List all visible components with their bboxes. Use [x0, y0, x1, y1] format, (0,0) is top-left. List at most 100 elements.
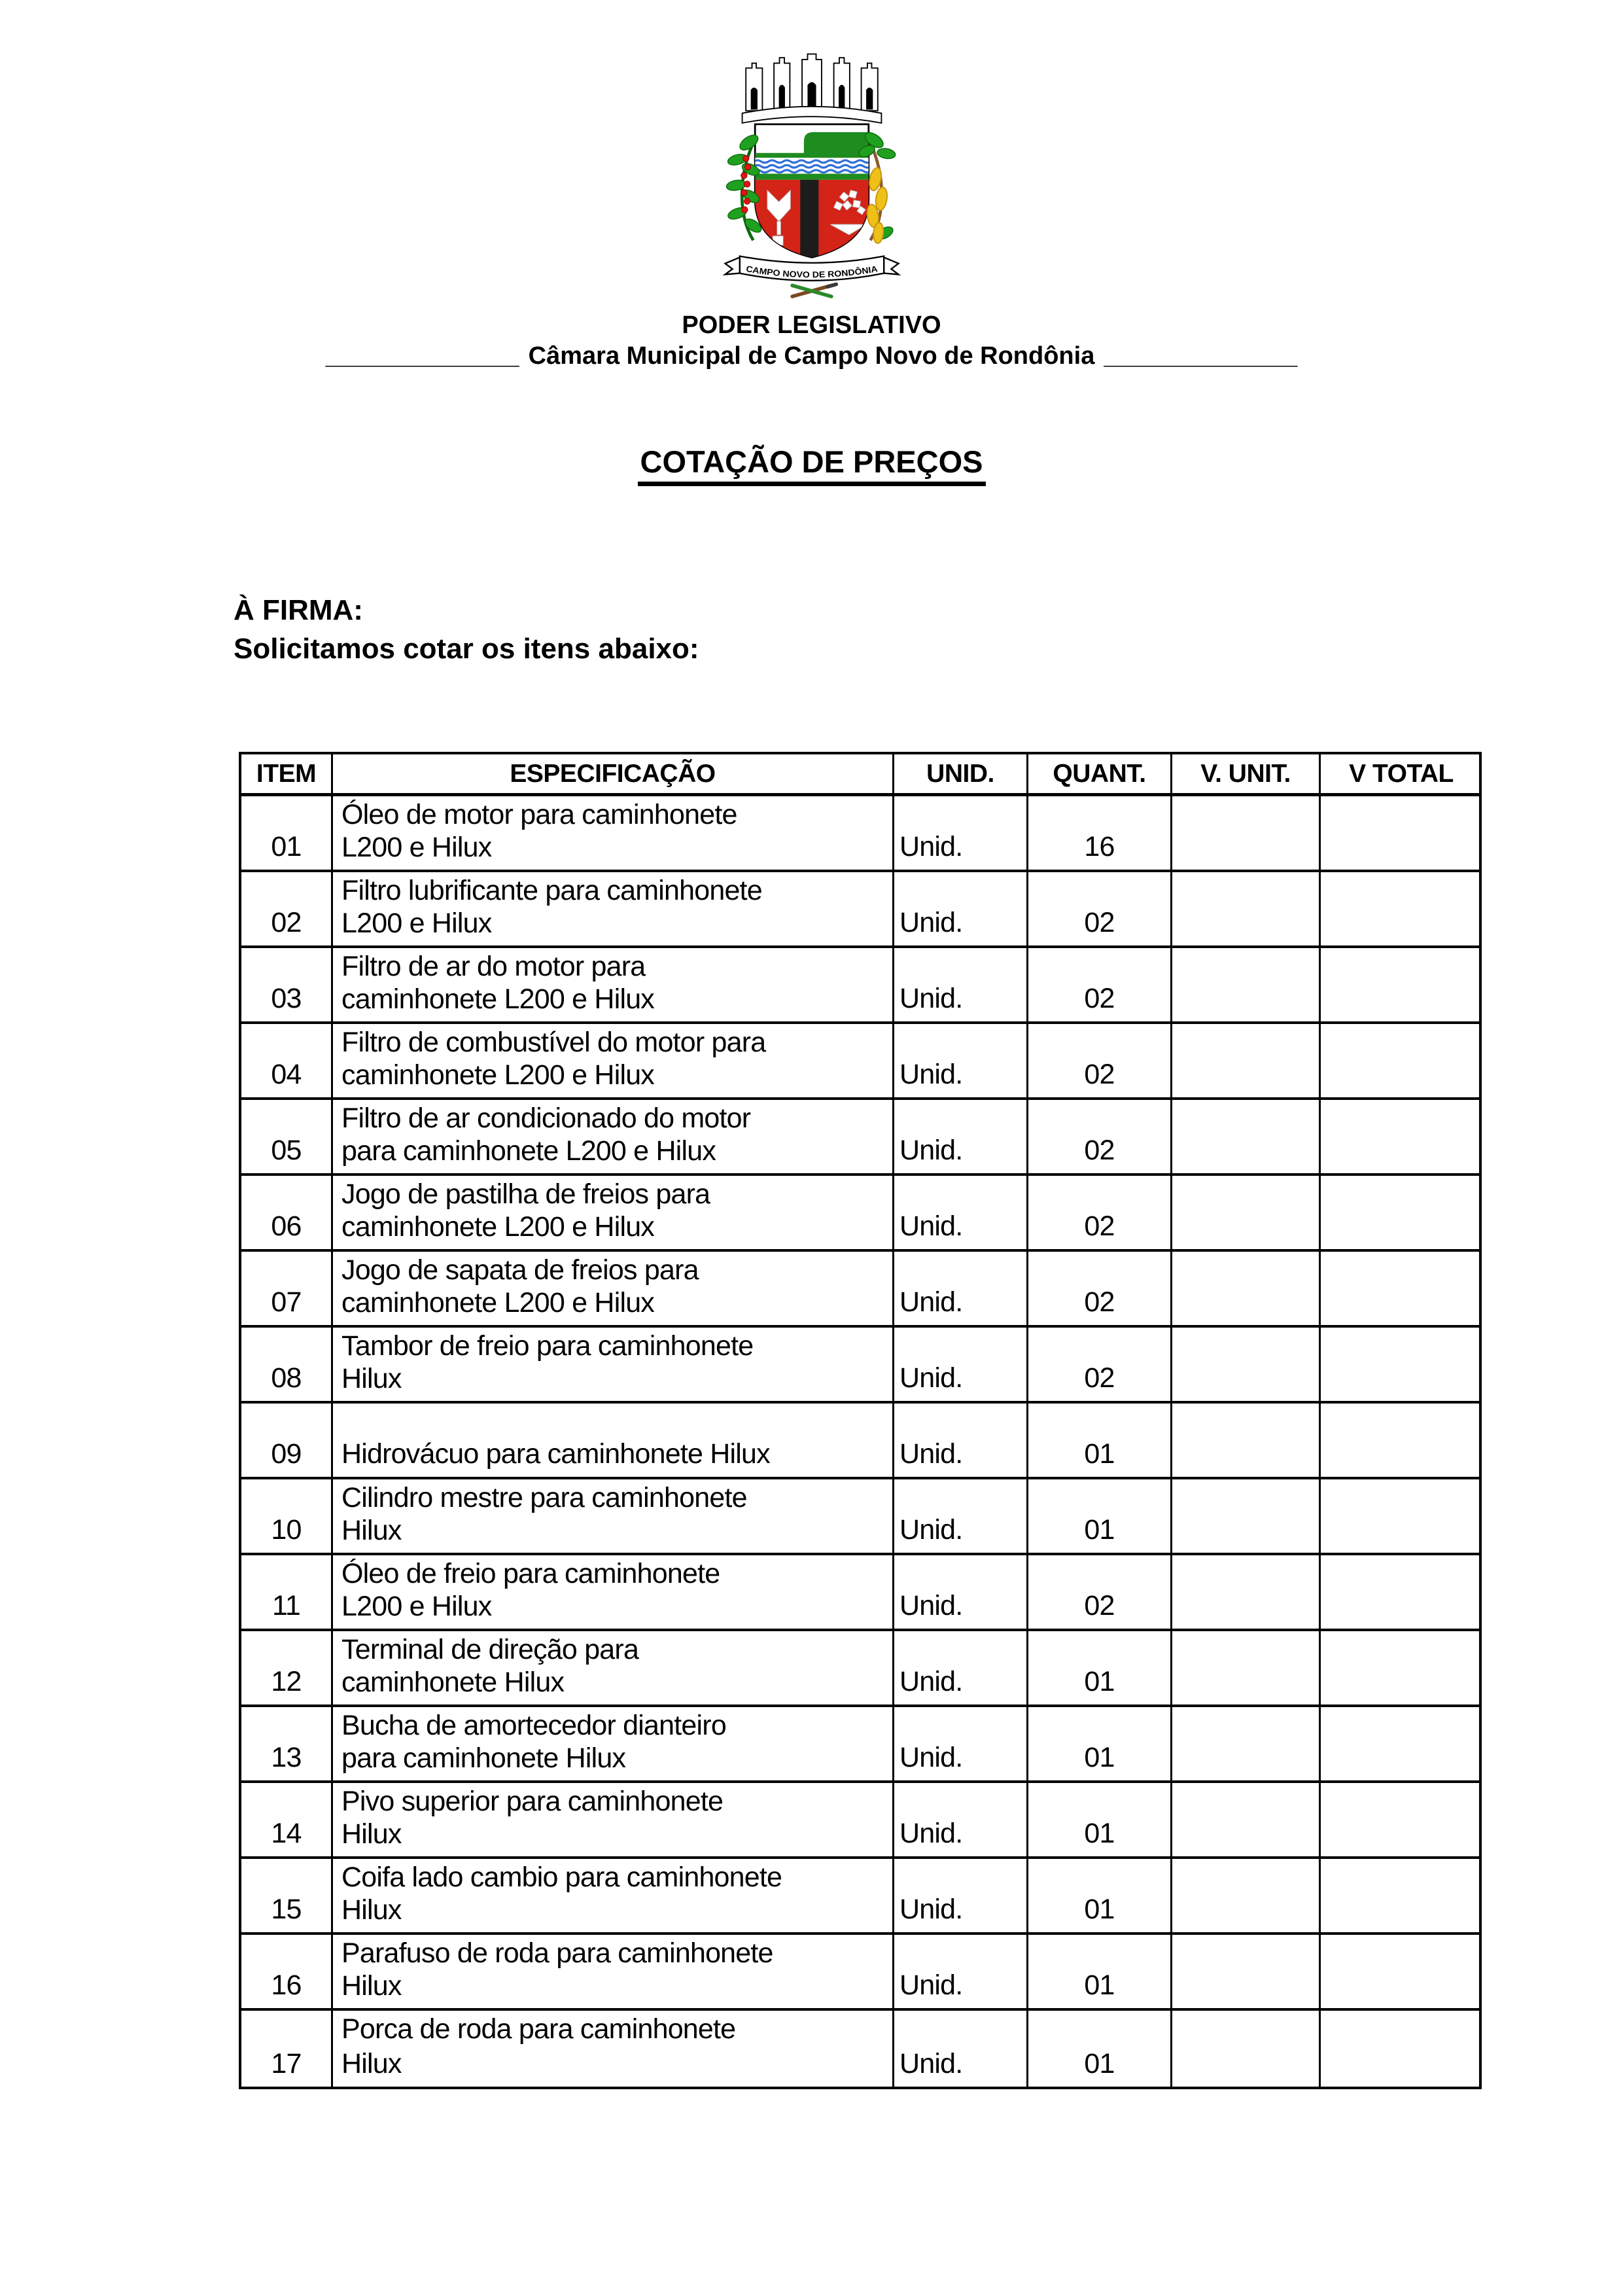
- item-number-cell: 07: [241, 1252, 333, 1328]
- spec-line-1: Parafuso de roda para caminhonete: [341, 1937, 773, 1969]
- unit-cell: Unid.: [894, 1555, 1028, 1631]
- item-number-cell: 11: [241, 1555, 333, 1631]
- spec-line-2: caminhonete L200 e Hilux: [341, 1211, 655, 1243]
- total-price-cell: [1321, 1328, 1482, 1404]
- mural-crown-icon: [741, 53, 882, 124]
- spec-cell: Jogo de sapata de freios para caminhonet…: [333, 1252, 894, 1328]
- spec-cell: Hidrovácuo para caminhonete Hilux: [333, 1404, 894, 1479]
- unit-price-cell: [1172, 1024, 1321, 1100]
- crossed-tools-icon: [790, 282, 838, 298]
- quantity-cell: 01: [1028, 1631, 1172, 1707]
- item-number-cell: 02: [241, 872, 333, 948]
- total-price-cell: [1321, 1479, 1482, 1555]
- quantity-cell: 02: [1028, 1555, 1172, 1631]
- spec-line-2: para caminhonete L200 e Hilux: [341, 1135, 716, 1167]
- unit-price-cell: [1172, 1631, 1321, 1707]
- quotation-table: ITEM ESPECIFICAÇÃO UNID. QUANT. V. UNIT.…: [239, 752, 1482, 2089]
- item-number-cell: 04: [241, 1024, 333, 1100]
- spec-cell: Filtro lubrificante para caminhonete L20…: [333, 872, 894, 948]
- quantity-cell: 16: [1028, 796, 1172, 872]
- total-price-cell: [1321, 1859, 1482, 1935]
- item-number-cell: 01: [241, 796, 333, 872]
- total-price-cell: [1321, 872, 1482, 948]
- org-line-2-underscore-left: ______________: [325, 342, 519, 370]
- spec-line-1: Filtro de ar do motor para: [341, 951, 646, 982]
- item-number-cell: 12: [241, 1631, 333, 1707]
- municipal-crest: CAMPO NOVO DE RONDÔNIA: [720, 50, 903, 306]
- unit-price-cell: [1172, 1707, 1321, 1783]
- spec-line-2: Hilux: [341, 1818, 402, 1850]
- unit-cell: Unid.: [894, 2011, 1028, 2087]
- unit-cell: Unid.: [894, 1479, 1028, 1555]
- spec-cell: Cilindro mestre para caminhonete Hilux: [333, 1479, 894, 1555]
- column-header-item: ITEM: [241, 754, 333, 796]
- unit-cell: Unid.: [894, 1176, 1028, 1252]
- total-price-cell: [1321, 1631, 1482, 1707]
- total-price-cell: [1321, 1252, 1482, 1328]
- firm-label: À FIRMA:: [234, 594, 363, 626]
- unit-price-cell: [1172, 1176, 1321, 1252]
- spec-line-2: L200 e Hilux: [341, 832, 492, 863]
- unit-price-cell: [1172, 796, 1321, 872]
- unit-price-cell: [1172, 1404, 1321, 1479]
- spec-line-1: Tambor de freio para caminhonete: [341, 1330, 754, 1362]
- total-price-cell: [1321, 1100, 1482, 1176]
- spec-line-2: caminhonete L200 e Hilux: [341, 983, 655, 1015]
- org-line-2-underscore-right: ______________: [1104, 342, 1298, 370]
- org-line-2-label: Câmara Municipal de Campo Novo de Rondôn…: [528, 342, 1095, 370]
- spec-line-1: Bucha de amortecedor dianteiro: [341, 1710, 727, 1741]
- column-header-qty: QUANT.: [1028, 754, 1172, 796]
- total-price-cell: [1321, 796, 1482, 872]
- spec-line-2: Hilux: [341, 1894, 402, 1926]
- spec-cell: Filtro de ar do motor para caminhonete L…: [333, 948, 894, 1024]
- spec-line-1: Filtro de combustível do motor para: [341, 1027, 766, 1058]
- spec-cell: Bucha de amortecedor dianteiro para cami…: [333, 1707, 894, 1783]
- item-number-cell: 15: [241, 1859, 333, 1935]
- spec-cell: Coifa lado cambio para caminhonete Hilux: [333, 1859, 894, 1935]
- spec-line-2: Hidrovácuo para caminhonete Hilux: [341, 1438, 771, 1470]
- coffee-branch-icon: [725, 134, 761, 241]
- spec-line-1: Coifa lado cambio para caminhonete: [341, 1862, 782, 1893]
- unit-price-cell: [1172, 1328, 1321, 1404]
- item-number-cell: 17: [241, 2011, 333, 2087]
- quantity-cell: 01: [1028, 1479, 1172, 1555]
- spec-line-2: L200 e Hilux: [341, 908, 492, 939]
- column-header-unit: UNID.: [894, 754, 1028, 796]
- total-price-cell: [1321, 1707, 1482, 1783]
- unit-price-cell: [1172, 1783, 1321, 1859]
- org-line-2: ______________ Câmara Municipal de Campo …: [0, 341, 1623, 372]
- spec-line-2: caminhonete L200 e Hilux: [341, 1059, 655, 1091]
- quantity-cell: 01: [1028, 1783, 1172, 1859]
- total-price-cell: [1321, 1555, 1482, 1631]
- unit-price-cell: [1172, 1479, 1321, 1555]
- item-number-cell: 08: [241, 1328, 333, 1404]
- total-price-cell: [1321, 1935, 1482, 2011]
- spec-cell: Jogo de pastilha de freios para caminhon…: [333, 1176, 894, 1252]
- spec-cell: Parafuso de roda para caminhonete Hilux: [333, 1935, 894, 2011]
- spec-line-2: L200 e Hilux: [341, 1591, 492, 1622]
- unit-cell: Unid.: [894, 948, 1028, 1024]
- item-number-cell: 13: [241, 1707, 333, 1783]
- spec-line-1: Óleo de motor para caminhonete: [341, 799, 737, 830]
- unit-price-cell: [1172, 948, 1321, 1024]
- spec-line-1: Cilindro mestre para caminhonete: [341, 1482, 748, 1513]
- quantity-cell: 02: [1028, 872, 1172, 948]
- spec-line-1: Jogo de sapata de freios para: [341, 1254, 699, 1286]
- item-number-cell: 14: [241, 1783, 333, 1859]
- spec-cell: Pivo superior para caminhonete Hilux: [333, 1783, 894, 1859]
- total-price-cell: [1321, 1024, 1482, 1100]
- unit-cell: Unid.: [894, 1631, 1028, 1707]
- quantity-cell: 01: [1028, 1859, 1172, 1935]
- unit-cell: Unid.: [894, 796, 1028, 872]
- unit-cell: Unid.: [894, 1783, 1028, 1859]
- unit-price-cell: [1172, 872, 1321, 948]
- quantity-cell: 02: [1028, 948, 1172, 1024]
- spec-line-2: caminhonete L200 e Hilux: [341, 1287, 655, 1318]
- quantity-cell: 01: [1028, 1404, 1172, 1479]
- unit-price-cell: [1172, 1555, 1321, 1631]
- spec-line-2: Hilux: [341, 2048, 402, 2079]
- intro-block: À FIRMA: Solicitamos cotar os itens abai…: [234, 591, 1623, 668]
- spec-line-1: Filtro lubrificante para caminhonete: [341, 875, 763, 906]
- spec-cell: Filtro de ar condicionado do motor para …: [333, 1100, 894, 1176]
- unit-cell: Unid.: [894, 1707, 1028, 1783]
